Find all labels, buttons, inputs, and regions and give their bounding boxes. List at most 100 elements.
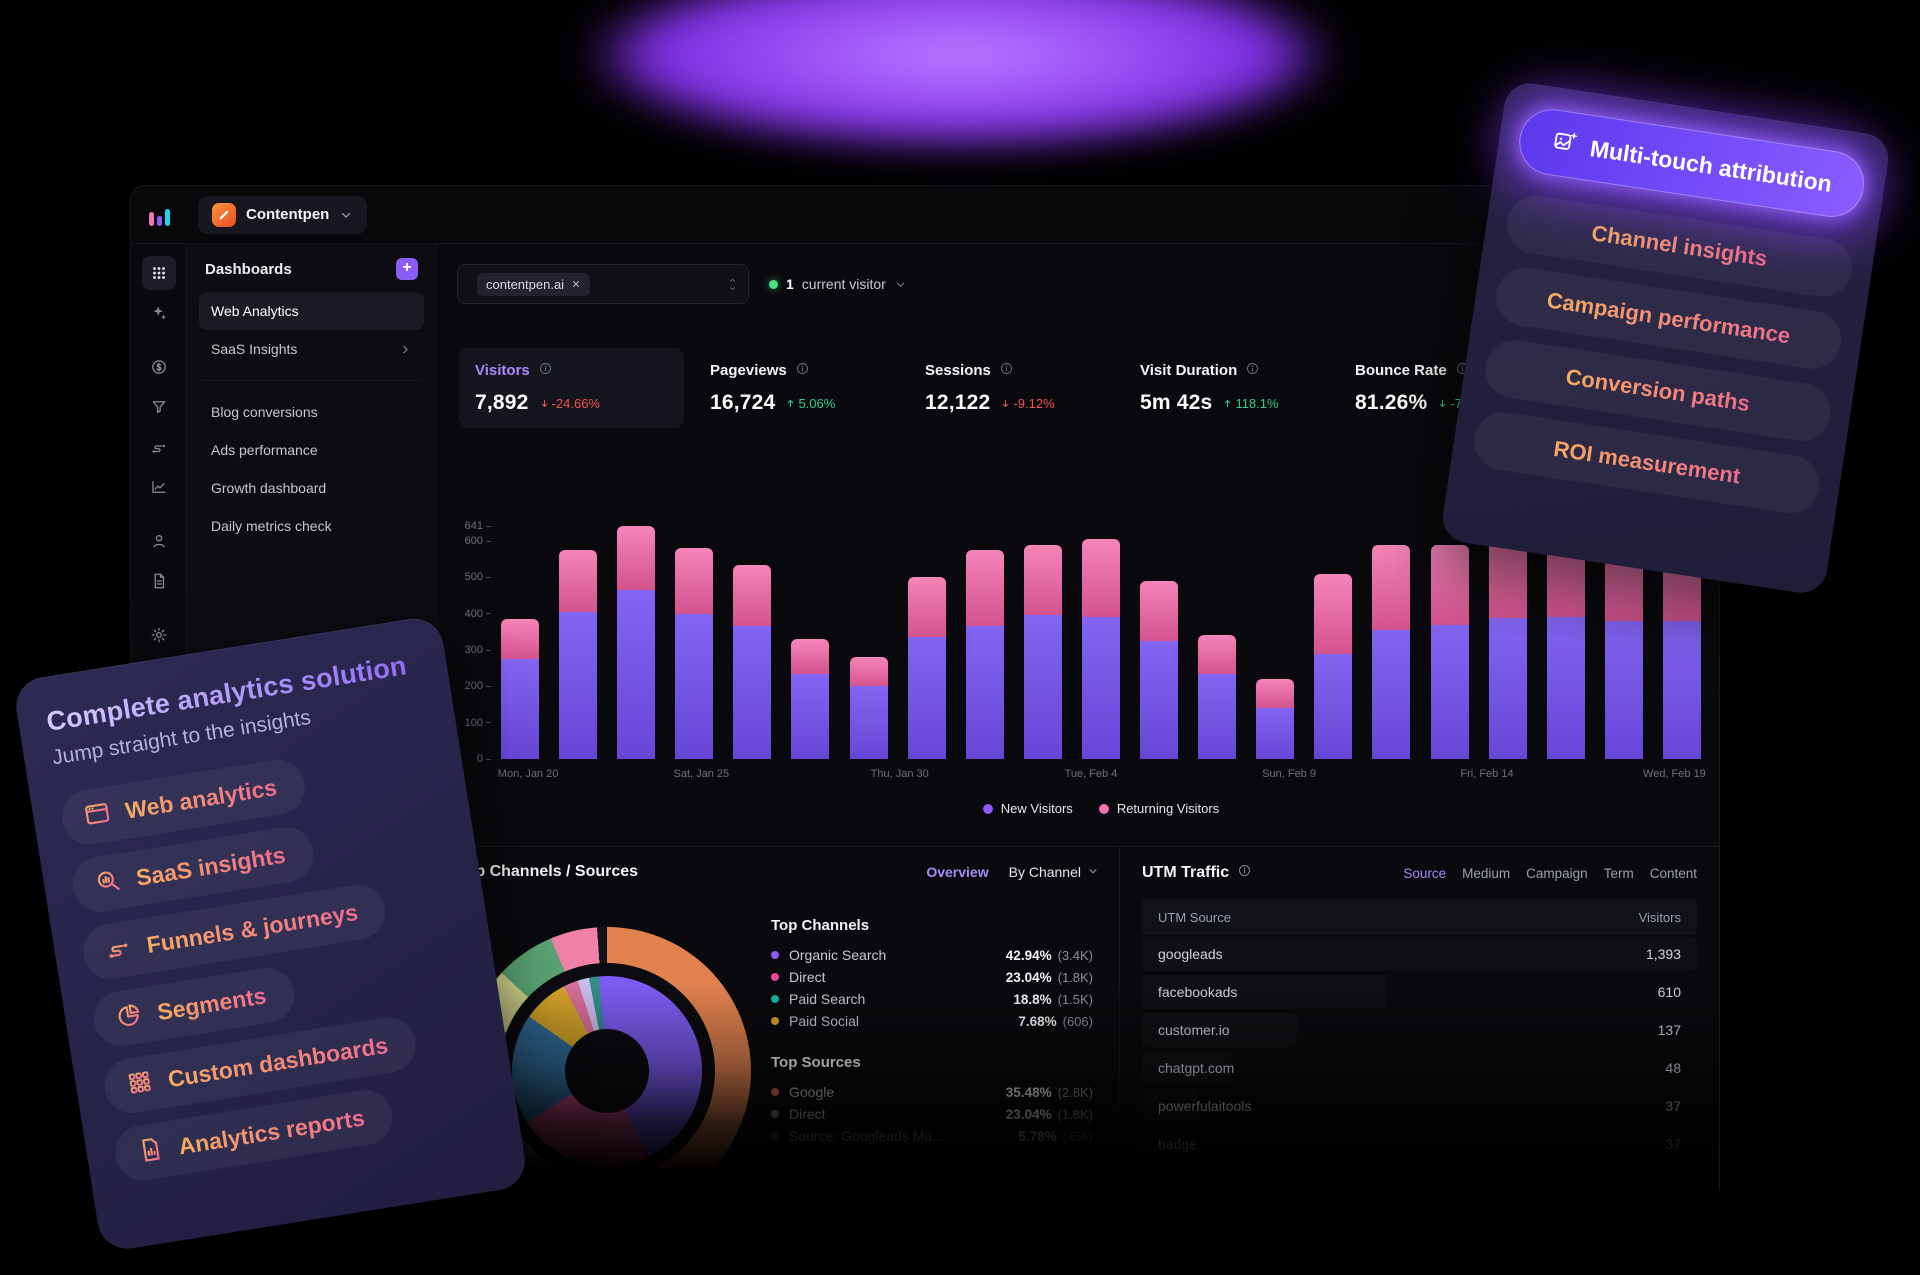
- multi-touch-attribution-pill[interactable]: Multi-touch attribution: [1514, 104, 1869, 222]
- logo-bar: [149, 211, 154, 226]
- stat-visit-duration[interactable]: Visit Duration 5m 42s 118.1%: [1124, 348, 1339, 428]
- new-segment: [1430, 624, 1469, 759]
- sidebar-item-saas-insights[interactable]: SaaS Insights: [199, 330, 424, 368]
- utm-tab-campaign[interactable]: Campaign: [1526, 865, 1588, 881]
- bar-day-5[interactable]: [733, 526, 772, 759]
- list-item[interactable]: Google 35.48% (2.8K): [771, 1081, 1093, 1103]
- bar-day-15[interactable]: [1314, 526, 1353, 759]
- utm-tab-medium[interactable]: Medium: [1462, 865, 1511, 881]
- utm-row[interactable]: googleads 1,393: [1142, 935, 1697, 973]
- bar-day-4[interactable]: [675, 526, 714, 759]
- site-select[interactable]: contentpen.ai: [457, 264, 749, 309]
- utm-row[interactable]: powerfulaitools 37: [1142, 1087, 1697, 1125]
- visitor-label: current visitor: [801, 276, 886, 292]
- bar-day-9[interactable]: [965, 526, 1004, 759]
- chevron-down-icon: [894, 278, 907, 291]
- utm-row[interactable]: badge 37: [1142, 1125, 1697, 1163]
- bar-day-8[interactable]: [907, 526, 946, 759]
- bar-day-13[interactable]: [1198, 526, 1237, 759]
- utm-table-header: UTM Source Visitors: [1142, 899, 1697, 935]
- logo-bar: [157, 215, 162, 226]
- list-item[interactable]: Organic Search 42.94% (3.4K): [771, 944, 1093, 966]
- sidebar-item-growth-dashboard[interactable]: Growth dashboard: [211, 480, 327, 496]
- bar-day-18[interactable]: [1488, 526, 1527, 759]
- utm-tab-term[interactable]: Term: [1603, 865, 1634, 881]
- stat-label: Visit Duration: [1140, 362, 1238, 379]
- feature-pill-saas-insights[interactable]: SaaS insights: [68, 823, 318, 916]
- stat-delta: 5.06%: [785, 396, 835, 411]
- pie-icon: [114, 999, 146, 1035]
- rail-chart-line-icon[interactable]: [142, 470, 176, 504]
- stat-sessions[interactable]: Sessions 12,122 -9.12%: [909, 348, 1124, 428]
- y-axis-tick: 300: [465, 644, 491, 656]
- top-channels-panel: Top Channels / Sources Overview By Chann…: [437, 847, 1119, 1190]
- site-filter-chip[interactable]: contentpen.ai: [477, 272, 591, 296]
- rail-grid-icon[interactable]: [141, 256, 176, 290]
- close-icon[interactable]: [571, 279, 581, 289]
- channel-dot: [771, 973, 779, 981]
- image-sparkle-icon: [1549, 126, 1579, 161]
- sidebar-item-daily-metrics-check[interactable]: Daily metrics check: [211, 518, 332, 534]
- select-updown-icon: [727, 277, 738, 292]
- rail-document-icon[interactable]: [142, 564, 176, 598]
- x-axis-tick: Mon, Jan 20: [497, 768, 559, 780]
- list-item[interactable]: Direct 23.04% (1.8K): [771, 1103, 1093, 1125]
- current-visitors[interactable]: 1 current visitor: [769, 276, 907, 292]
- overview-toggle[interactable]: Overview: [926, 864, 989, 880]
- utm-tab-source[interactable]: Source: [1403, 865, 1447, 881]
- sidebar-item-ads-performance[interactable]: Ads performance: [211, 442, 318, 458]
- list-item[interactable]: Paid Search 18.8% (1.5K): [771, 988, 1093, 1010]
- by-channel-filter[interactable]: By Channel: [1009, 864, 1099, 880]
- returning-segment: [1198, 635, 1237, 674]
- list-item[interactable]: Direct 23.04% (1.8K): [771, 966, 1093, 988]
- rail-gear-icon[interactable]: [142, 618, 176, 652]
- utm-row[interactable]: facebookads 610: [1142, 973, 1697, 1011]
- list-item[interactable]: Paid Social 7.68% (606): [771, 1010, 1093, 1032]
- bar-day-12[interactable]: [1140, 526, 1179, 759]
- info-icon: [538, 361, 553, 380]
- bar-day-2[interactable]: [559, 526, 598, 759]
- utm-row[interactable]: customer.io 137: [1142, 1011, 1697, 1049]
- bar-day-7[interactable]: [849, 526, 888, 759]
- feature-pill-web-analytics[interactable]: Web analytics: [58, 755, 309, 849]
- workspace-switcher[interactable]: Contentpen: [198, 195, 368, 234]
- info-icon: [1237, 863, 1252, 883]
- bar-day-6[interactable]: [791, 526, 830, 759]
- utm-source: facebookads: [1158, 984, 1238, 1000]
- y-axis-tick: 100: [465, 717, 491, 729]
- sidebar-item-web-analytics[interactable]: Web Analytics: [199, 292, 424, 330]
- sidebar-title: Dashboards: [205, 260, 292, 278]
- bar-day-1[interactable]: [501, 526, 539, 759]
- stat-delta: -9.12%: [1000, 396, 1055, 411]
- add-dashboard-button[interactable]: +: [396, 258, 418, 280]
- stat-visitors[interactable]: Visitors 7,892 -24.66%: [459, 348, 684, 428]
- bar-day-17[interactable]: [1430, 526, 1469, 759]
- bar-day-11[interactable]: [1081, 526, 1120, 759]
- rail-funnel-icon[interactable]: [142, 390, 176, 424]
- feature-pill-funnels-journeys[interactable]: Funnels & journeys: [79, 880, 390, 983]
- bar-day-10[interactable]: [1023, 526, 1062, 759]
- utm-row[interactable]: chatgpt.com 48: [1142, 1049, 1697, 1087]
- returning-segment: [907, 577, 946, 638]
- sidebar-item-blog-conversions[interactable]: Blog conversions: [211, 404, 318, 420]
- utm-tab-content[interactable]: Content: [1649, 865, 1697, 881]
- x-axis-tick: Sun, Feb 9: [1262, 768, 1316, 780]
- rail-dollar-icon[interactable]: [142, 350, 176, 384]
- rail-journey-icon[interactable]: [142, 430, 176, 464]
- bar-day-14[interactable]: [1256, 526, 1295, 759]
- top-sources-list: Top Sources Google 35.48% (2.8K) Direct 23…: [771, 1054, 1093, 1147]
- rail-user-icon[interactable]: [142, 524, 176, 558]
- stat-pageviews[interactable]: Pageviews 16,724 5.06%: [694, 348, 909, 428]
- y-axis-tick: 600: [465, 535, 491, 547]
- new-segment: [849, 686, 888, 759]
- rail-sparkles-icon[interactable]: [142, 296, 176, 330]
- list-item[interactable]: Source: Googleads Ma... 5.78% (456): [771, 1125, 1093, 1147]
- utm-panel-title: UTM Traffic: [1142, 864, 1230, 881]
- x-axis-tick: Sat, Jan 25: [673, 768, 730, 780]
- new-segment: [1372, 629, 1411, 759]
- top-channels-list: Top Channels Organic Search 42.94% (3.4K)…: [771, 917, 1093, 1032]
- bar-day-3[interactable]: [617, 526, 656, 759]
- bar-day-19[interactable]: [1546, 526, 1585, 759]
- bar-day-16[interactable]: [1372, 526, 1411, 759]
- y-axis-tick: 200: [465, 680, 491, 692]
